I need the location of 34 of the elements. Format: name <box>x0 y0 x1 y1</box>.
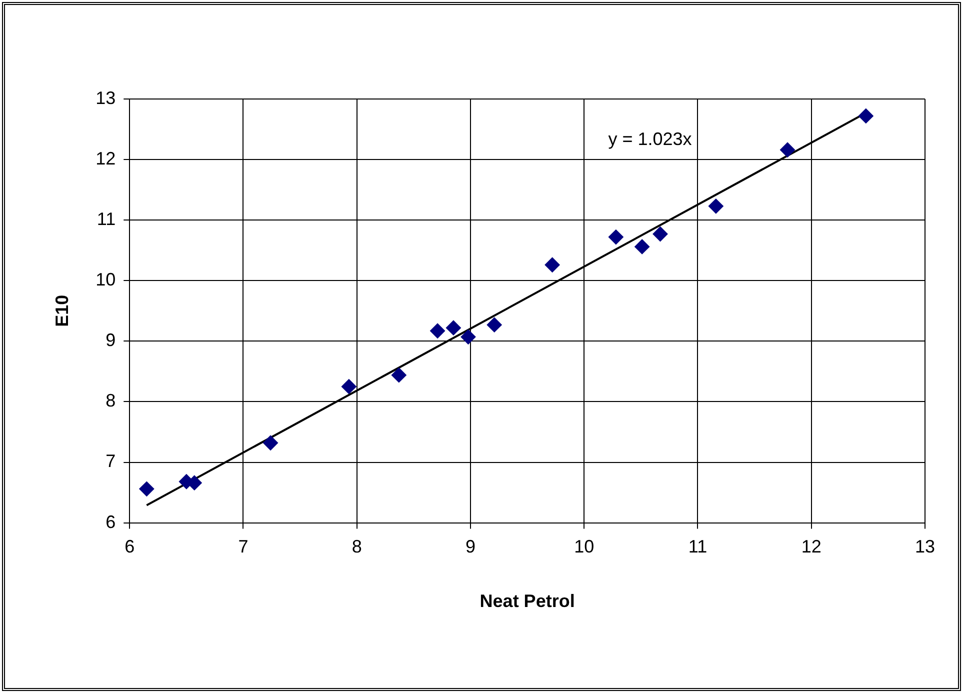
y-tick-label: 12 <box>96 148 116 169</box>
point <box>544 257 560 272</box>
y-tick-label: 6 <box>106 512 116 532</box>
annotation: y = 1.023x <box>608 128 692 149</box>
x-axis-title: Neat Petrol <box>480 591 575 612</box>
y-axis-title: E10 <box>52 294 72 327</box>
y-tick-label: 10 <box>96 270 116 290</box>
x-tick-label: 7 <box>238 536 248 557</box>
point <box>608 230 624 245</box>
point <box>486 317 502 332</box>
point <box>652 226 668 242</box>
point <box>341 379 356 394</box>
point <box>708 198 724 214</box>
x-tick-label: 12 <box>801 536 822 557</box>
point <box>634 239 650 254</box>
point <box>139 481 154 496</box>
x-tick-label: 11 <box>688 536 708 557</box>
y-tick-label: 9 <box>106 330 116 350</box>
x-tick-label: 9 <box>465 536 476 557</box>
point <box>430 323 446 338</box>
y-tick-label: 13 <box>96 88 116 108</box>
point <box>858 108 874 124</box>
x-tick-label: 6 <box>124 536 135 557</box>
x-tick-label: 10 <box>574 536 594 557</box>
x-tick-label: 13 <box>914 536 936 557</box>
point <box>460 329 476 344</box>
y-tick-label: 7 <box>106 451 116 472</box>
point <box>263 435 278 450</box>
point <box>391 368 406 383</box>
y-tick-label: 8 <box>106 390 116 411</box>
point <box>446 320 461 336</box>
x-tick-label: 8 <box>352 536 362 557</box>
y-tick-label: 11 <box>96 209 116 230</box>
point <box>780 142 796 158</box>
